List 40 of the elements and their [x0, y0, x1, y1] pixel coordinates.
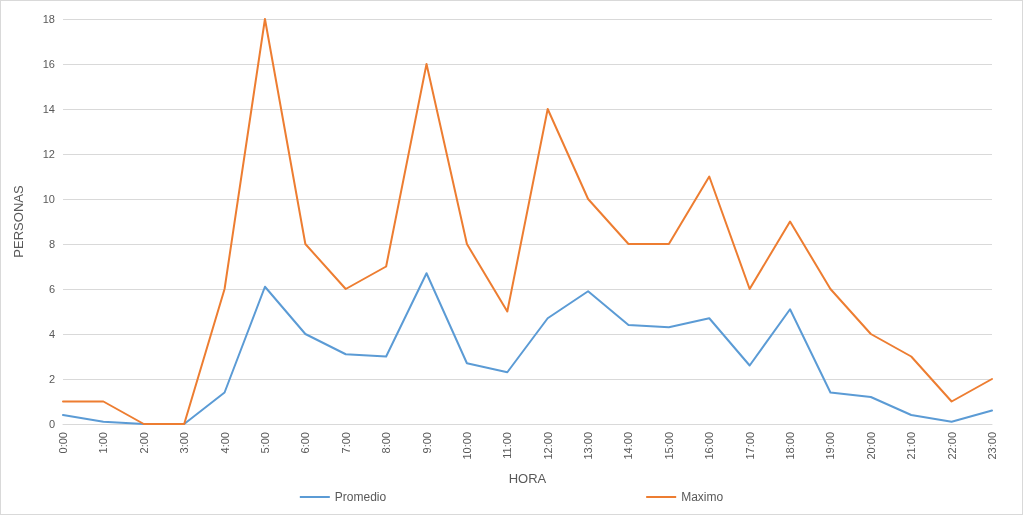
y-tick-label: 2 — [48, 373, 55, 385]
x-tick-label: 21:00 — [905, 432, 918, 460]
y-tick-label: 14 — [42, 103, 55, 115]
legend-label: Promedio — [334, 490, 387, 504]
x-tick-label: 4:00 — [218, 432, 231, 454]
x-tick-label: 12:00 — [541, 432, 554, 460]
x-tick-label: 11:00 — [501, 432, 514, 459]
x-tick-label: 19:00 — [824, 432, 837, 460]
y-tick-label: 6 — [48, 283, 55, 295]
x-tick-label: 6:00 — [299, 432, 312, 454]
x-tick-label: 16:00 — [703, 432, 716, 460]
y-tick-label: 12 — [42, 148, 55, 160]
y-tick-label: 0 — [48, 418, 55, 430]
x-tick-label: 3:00 — [178, 432, 191, 454]
x-tick-label: 14:00 — [622, 432, 635, 460]
x-tick-label: 17:00 — [743, 432, 756, 460]
x-tick-label: 9:00 — [420, 432, 433, 454]
x-tick-label: 8:00 — [380, 432, 393, 454]
x-tick-label: 10:00 — [460, 432, 473, 460]
line-series — [62, 272, 993, 425]
line-series — [62, 18, 993, 425]
x-tick-label: 22:00 — [945, 432, 958, 460]
x-tick-label: 0:00 — [57, 432, 69, 454]
y-tick-label: 8 — [48, 238, 55, 250]
y-tick-label: 16 — [42, 58, 55, 70]
legend-label: Maximo — [681, 490, 724, 504]
y-tick-label: 10 — [42, 193, 55, 205]
x-tick-label: 23:00 — [986, 432, 998, 460]
y-tick-label: 18 — [42, 13, 55, 25]
y-tick-label: 4 — [48, 328, 55, 340]
x-axis-title: HORA — [508, 471, 547, 486]
x-tick-label: 20:00 — [864, 432, 877, 460]
x-tick-label: 5:00 — [258, 432, 271, 454]
x-tick-label: 7:00 — [339, 432, 352, 454]
x-tick-label: 18:00 — [784, 432, 797, 460]
x-tick-label: 13:00 — [582, 432, 595, 460]
x-tick-label: 2:00 — [137, 432, 150, 454]
x-tick-label: 15:00 — [662, 432, 675, 460]
x-tick-label: 1:00 — [97, 432, 110, 454]
y-axis-title: PERSONAS — [11, 185, 26, 258]
